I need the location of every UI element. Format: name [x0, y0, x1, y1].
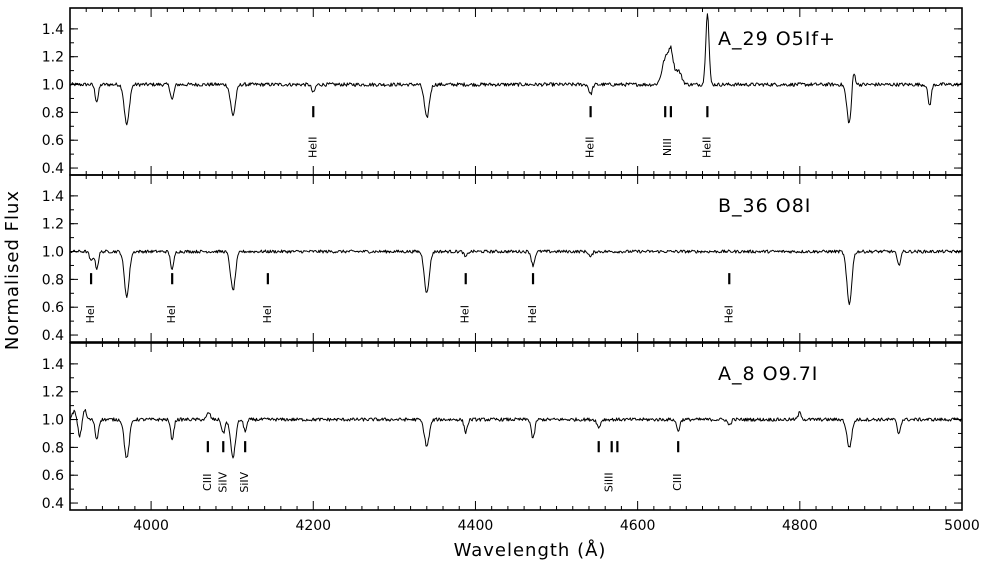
line-id-label: CIII [201, 474, 214, 491]
line-id-label: HeI [165, 305, 178, 323]
x-tick-label: 4600 [620, 518, 656, 534]
panel-frame [69, 174, 963, 343]
y-tick-label: 0.6 [42, 300, 64, 316]
line-id-label: HeI [261, 305, 274, 323]
line-id-label: SiIV [216, 471, 229, 492]
spectrum-line [69, 409, 962, 459]
x-tick-label: 4400 [458, 518, 494, 534]
y-tick-label: 1.4 [42, 357, 64, 373]
y-tick-label: 0.4 [42, 496, 64, 512]
y-tick-label: 0.6 [42, 468, 64, 484]
line-id-label: HeI [722, 305, 735, 323]
y-tick-label: 0.8 [42, 272, 64, 288]
line-id-label: HeII [306, 136, 319, 158]
y-tick-label: 0.8 [42, 105, 64, 121]
line-id-label: HeI [526, 305, 539, 323]
y-tick-label: 0.6 [42, 133, 64, 149]
star-label: A_29 O5If+ [718, 28, 836, 50]
line-id-label: SiIII [602, 472, 615, 492]
x-tick-label: 4800 [782, 518, 818, 534]
star-label: B_36 O8I [718, 195, 811, 217]
line-id-label: HeII [584, 136, 597, 158]
x-axis-label: Wavelength (Å) [454, 539, 607, 561]
x-tick-label: 4200 [295, 518, 331, 534]
x-tick-label: 4000 [133, 518, 169, 534]
y-tick-label: 0.4 [42, 161, 64, 177]
line-id-label: CIII [671, 474, 684, 491]
line-id-label: HeI [84, 305, 97, 323]
y-tick-label: 1.2 [42, 50, 64, 66]
y-tick-label: 1.0 [42, 78, 64, 94]
y-tick-label: 1.2 [42, 385, 64, 401]
panel-2: 0.4 0.6 0.8 1.0 1.2 1.4 B_36 O8I HeI HeI HeI HeI He… [42, 174, 963, 344]
star-label: A_8 O9.7I [718, 363, 818, 385]
line-id-label: HeII [700, 136, 713, 158]
line-id-label: SiIV [238, 471, 251, 492]
y-tick-label: 1.2 [42, 217, 64, 233]
y-tick-label: 0.4 [42, 328, 64, 344]
plot-panels: 0.4 0.6 0.8 1.0 1.2 1.4 A_29 O5If+ HeII HeII NIII… [42, 7, 980, 534]
y-tick-label: 1.4 [42, 189, 64, 205]
line-id-label: HeI [459, 305, 472, 323]
panel-frame [69, 342, 963, 511]
y-tick-label: 1.0 [42, 413, 64, 429]
line-id-label: NIII [661, 138, 674, 156]
panel-1: 0.4 0.6 0.8 1.0 1.2 1.4 A_29 O5If+ HeII HeII NIII… [42, 7, 963, 177]
spectrum-line [69, 13, 963, 126]
y-axis-label: Normalised Flux [2, 190, 23, 350]
spectrum-line [69, 249, 963, 306]
y-tick-label: 0.8 [42, 440, 64, 456]
x-tick-label: 5000 [944, 518, 980, 534]
y-tick-label: 1.0 [42, 245, 64, 261]
y-tick-label: 1.4 [42, 22, 64, 38]
